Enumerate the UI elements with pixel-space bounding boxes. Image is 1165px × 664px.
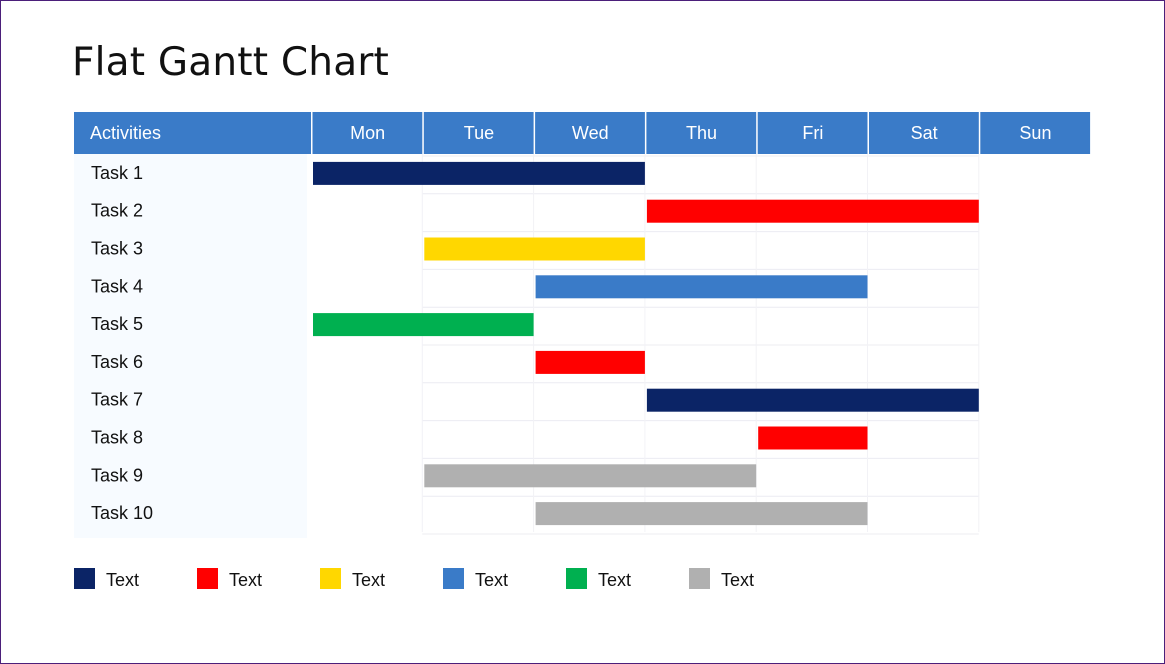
legend-swatch (443, 568, 464, 589)
header-cell-sun (980, 112, 1091, 154)
header-cell-mon (312, 112, 423, 154)
legend-swatch (689, 568, 710, 589)
header-label-mon: Mon (350, 123, 385, 143)
header-label-wed: Wed (572, 123, 609, 143)
task-label: Task 3 (91, 239, 143, 259)
header-cell-sat (869, 112, 979, 154)
task-label: Task 10 (91, 503, 153, 523)
header-label-sat: Sat (911, 123, 938, 143)
legend-label: Text (106, 570, 139, 590)
header-label-sun: Sun (1019, 123, 1051, 143)
header-cell-activities (74, 112, 311, 154)
task-bar (535, 275, 868, 299)
header-label-fri: Fri (802, 123, 823, 143)
legend-label: Text (475, 570, 508, 590)
task-bar (646, 199, 979, 223)
legend-swatch (320, 568, 341, 589)
header-cell-wed (535, 112, 645, 154)
activities-column-bg (74, 154, 307, 538)
task-bar (313, 313, 534, 337)
header-cell-fri (757, 112, 868, 154)
legend-label: Text (598, 570, 631, 590)
task-bar (646, 388, 979, 412)
legend-swatch (566, 568, 587, 589)
chart-title: Flat Gantt Chart (72, 40, 390, 85)
header-label-activities: Activities (90, 123, 161, 143)
header-label-thu: Thu (686, 123, 717, 143)
task-label: Task 9 (91, 465, 143, 485)
task-label: Task 4 (91, 276, 143, 296)
task-label: Task 6 (91, 352, 143, 372)
task-bar (313, 161, 645, 185)
header-cell-thu (646, 112, 757, 154)
task-label: Task 2 (91, 201, 143, 221)
task-label: Task 1 (91, 163, 143, 183)
legend-label: Text (352, 570, 385, 590)
header-cell-tue (423, 112, 534, 154)
legend-swatch (74, 568, 95, 589)
legend-swatch (197, 568, 218, 589)
task-label: Task 8 (91, 428, 143, 448)
task-label: Task 7 (91, 390, 143, 410)
header-label-tue: Tue (464, 123, 494, 143)
task-bar (535, 350, 645, 374)
task-bar (535, 502, 868, 526)
task-bar (424, 464, 757, 488)
legend-label: Text (229, 570, 262, 590)
task-label: Task 5 (91, 314, 143, 334)
task-bar (424, 237, 645, 261)
legend-label: Text (721, 570, 754, 590)
task-bar (758, 426, 868, 450)
